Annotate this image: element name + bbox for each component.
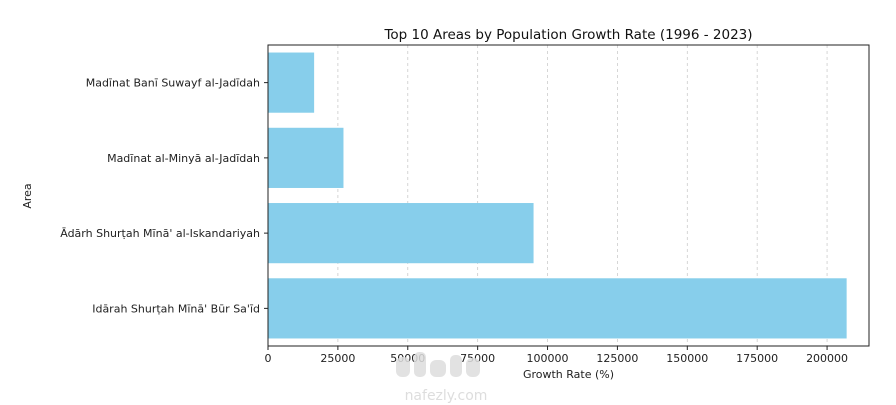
x-axis-ticks: 0250005000075000100000125000150000175000… <box>265 346 848 365</box>
x-tick-label: 150000 <box>666 352 708 365</box>
x-tick-label: 200000 <box>806 352 848 365</box>
chart-title: Top 10 Areas by Population Growth Rate (… <box>383 27 752 43</box>
x-tick-label: 175000 <box>736 352 778 365</box>
watermark: nafezly.com <box>396 352 487 404</box>
watermark-logo-mark <box>396 352 480 377</box>
y-axis-category-labels: Idārah Shurṭah Mīnā' Būr Sa'īd Ādārh Shur… <box>60 77 268 315</box>
grid-lines <box>267 45 828 346</box>
x-tick-label: 0 <box>265 352 272 365</box>
x-tick-label: 100000 <box>527 352 569 365</box>
x-tick-label: 25000 <box>320 352 355 365</box>
plot-area-frame <box>267 44 870 347</box>
x-tick-label: 125000 <box>596 352 638 365</box>
y-category-label: Ādārh Shurṭah Mīnā' al-Iskandariyah <box>60 227 260 240</box>
y-category-label: Madīnat Banī Suwayf al-Jadīdah <box>86 77 260 90</box>
bar <box>268 278 847 339</box>
y-category-label: Idārah Shurṭah Mīnā' Būr Sa'īd <box>92 302 260 315</box>
y-axis-label: Area <box>21 183 34 208</box>
bar <box>268 52 315 113</box>
y-category-label: Madīnat al-Minyā al-Jadīdah <box>107 152 260 165</box>
bar <box>268 127 344 188</box>
x-axis-label: Growth Rate (%) <box>523 368 614 381</box>
bars <box>268 52 847 339</box>
watermark-text: nafezly.com <box>405 388 488 404</box>
bar <box>268 203 534 264</box>
